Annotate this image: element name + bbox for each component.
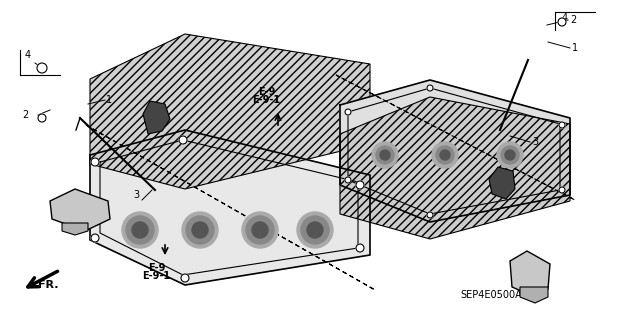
Polygon shape <box>340 80 570 222</box>
Circle shape <box>436 146 454 164</box>
Polygon shape <box>489 167 515 199</box>
Circle shape <box>252 222 268 238</box>
Circle shape <box>559 122 565 128</box>
Circle shape <box>192 222 208 238</box>
Text: SEP4E0500A: SEP4E0500A <box>460 290 522 300</box>
Circle shape <box>345 177 351 183</box>
Polygon shape <box>90 130 370 285</box>
Circle shape <box>380 150 390 160</box>
Circle shape <box>37 63 47 73</box>
Circle shape <box>427 85 433 91</box>
Circle shape <box>558 18 566 26</box>
Circle shape <box>440 150 450 160</box>
Circle shape <box>307 222 323 238</box>
Text: 3: 3 <box>532 137 538 147</box>
Polygon shape <box>62 223 88 235</box>
Circle shape <box>179 136 187 144</box>
Polygon shape <box>143 101 170 134</box>
Circle shape <box>372 142 398 168</box>
Circle shape <box>505 150 515 160</box>
Text: 2: 2 <box>22 110 28 120</box>
Circle shape <box>427 212 433 218</box>
Circle shape <box>91 158 99 166</box>
Text: 4: 4 <box>562 13 568 23</box>
Circle shape <box>559 187 565 193</box>
Polygon shape <box>50 189 110 231</box>
Circle shape <box>122 212 158 248</box>
Circle shape <box>181 274 189 282</box>
Circle shape <box>301 216 329 244</box>
Circle shape <box>432 142 458 168</box>
Circle shape <box>497 142 523 168</box>
Polygon shape <box>340 97 570 239</box>
Circle shape <box>126 216 154 244</box>
Polygon shape <box>510 251 550 297</box>
Text: 2: 2 <box>570 15 576 25</box>
Text: E-9: E-9 <box>148 263 165 273</box>
Circle shape <box>91 234 99 242</box>
Circle shape <box>297 212 333 248</box>
Circle shape <box>182 212 218 248</box>
Text: 1: 1 <box>106 95 112 105</box>
Text: 1: 1 <box>572 43 578 53</box>
Circle shape <box>38 114 46 122</box>
Polygon shape <box>90 34 370 189</box>
Polygon shape <box>520 287 548 303</box>
Text: 4: 4 <box>25 50 31 60</box>
Text: E-9: E-9 <box>258 87 275 97</box>
Circle shape <box>132 222 148 238</box>
Circle shape <box>345 109 351 115</box>
Circle shape <box>242 212 278 248</box>
Text: FR.: FR. <box>38 280 58 290</box>
Circle shape <box>356 244 364 252</box>
Circle shape <box>246 216 274 244</box>
Circle shape <box>356 181 364 189</box>
Text: 3: 3 <box>133 190 139 200</box>
Circle shape <box>186 216 214 244</box>
Text: E-9-1: E-9-1 <box>252 95 280 105</box>
Circle shape <box>376 146 394 164</box>
Circle shape <box>501 146 519 164</box>
Text: E-9-1: E-9-1 <box>142 271 170 281</box>
